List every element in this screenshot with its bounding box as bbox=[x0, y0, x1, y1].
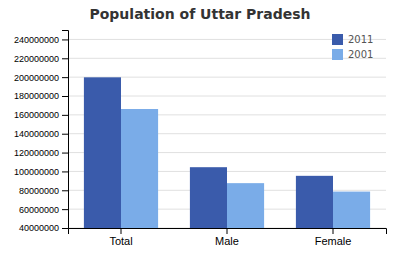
tick-mark bbox=[121, 228, 122, 234]
legend-item: 2001 bbox=[332, 49, 373, 60]
plot-area: 40000000 60000000 80000000 100000000 1200000… bbox=[14, 31, 387, 254]
axis-line bbox=[69, 229, 387, 235]
tick: 80000000 bbox=[19, 186, 68, 196]
tick-mark bbox=[227, 228, 228, 234]
tick-mark bbox=[62, 96, 68, 97]
tick: 140000000 bbox=[14, 129, 68, 139]
tick: 100000000 bbox=[14, 167, 68, 177]
tick: Female bbox=[315, 228, 352, 247]
y-axis: 40000000 60000000 80000000 100000000 1200000… bbox=[14, 31, 69, 234]
chart-svg: 40000000 60000000 80000000 100000000 1200000… bbox=[0, 0, 400, 254]
tick-mark bbox=[62, 190, 68, 191]
legend-swatch bbox=[332, 49, 343, 60]
tick-label: 160000000 bbox=[14, 110, 59, 120]
legend-label: 2011 bbox=[348, 34, 373, 45]
bar bbox=[190, 167, 227, 228]
tick-label: Female bbox=[315, 235, 352, 247]
title: Population of Uttar Pradesh bbox=[89, 6, 310, 22]
tick: 40000000 bbox=[19, 223, 68, 233]
tick: 200000000 bbox=[14, 73, 68, 83]
tick-label: 40000000 bbox=[19, 223, 59, 233]
tick: 60000000 bbox=[19, 205, 68, 215]
legend-label: 2001 bbox=[348, 49, 373, 60]
tick: 180000000 bbox=[14, 91, 68, 101]
chart-container: 40000000 60000000 80000000 100000000 1200000… bbox=[0, 0, 400, 254]
tick: 240000000 bbox=[14, 35, 68, 45]
tick-label: 60000000 bbox=[19, 205, 59, 215]
tick: 120000000 bbox=[14, 148, 68, 158]
tick-label: 240000000 bbox=[14, 35, 59, 45]
tick-label: 180000000 bbox=[14, 91, 59, 101]
tick-label: 140000000 bbox=[14, 129, 59, 139]
tick-label: Total bbox=[109, 235, 132, 247]
tick-mark bbox=[62, 134, 68, 135]
tick: Male bbox=[215, 228, 239, 247]
bars bbox=[84, 77, 370, 228]
tick-mark bbox=[62, 228, 68, 229]
tick: Total bbox=[109, 228, 132, 247]
bar bbox=[121, 109, 158, 228]
tick-mark bbox=[62, 171, 68, 172]
tick-mark bbox=[62, 153, 68, 154]
bar bbox=[296, 176, 333, 228]
bar-series bbox=[84, 77, 333, 228]
tick-label: 100000000 bbox=[14, 167, 59, 177]
tick-label: 200000000 bbox=[14, 73, 59, 83]
legend-swatch bbox=[332, 34, 343, 45]
tick-mark bbox=[62, 58, 68, 59]
tick: 220000000 bbox=[14, 54, 68, 64]
bar-series bbox=[121, 109, 370, 228]
tick-label: 120000000 bbox=[14, 148, 59, 158]
tick-label: 220000000 bbox=[14, 54, 59, 64]
legend-item: 2011 bbox=[332, 34, 373, 45]
x-axis: Total Male Female bbox=[69, 228, 387, 247]
tick-mark bbox=[62, 209, 68, 210]
legend: 2011 2001 bbox=[332, 34, 373, 60]
tick-mark bbox=[62, 39, 68, 40]
axis-line bbox=[62, 31, 69, 229]
bar bbox=[333, 192, 370, 228]
bar bbox=[227, 183, 264, 228]
tick: 160000000 bbox=[14, 110, 68, 120]
tick-mark bbox=[333, 228, 334, 234]
tick-label: 80000000 bbox=[19, 186, 59, 196]
tick-mark bbox=[62, 77, 68, 78]
tick-label: Male bbox=[215, 235, 239, 247]
tick-mark bbox=[62, 115, 68, 116]
bar bbox=[84, 77, 121, 228]
